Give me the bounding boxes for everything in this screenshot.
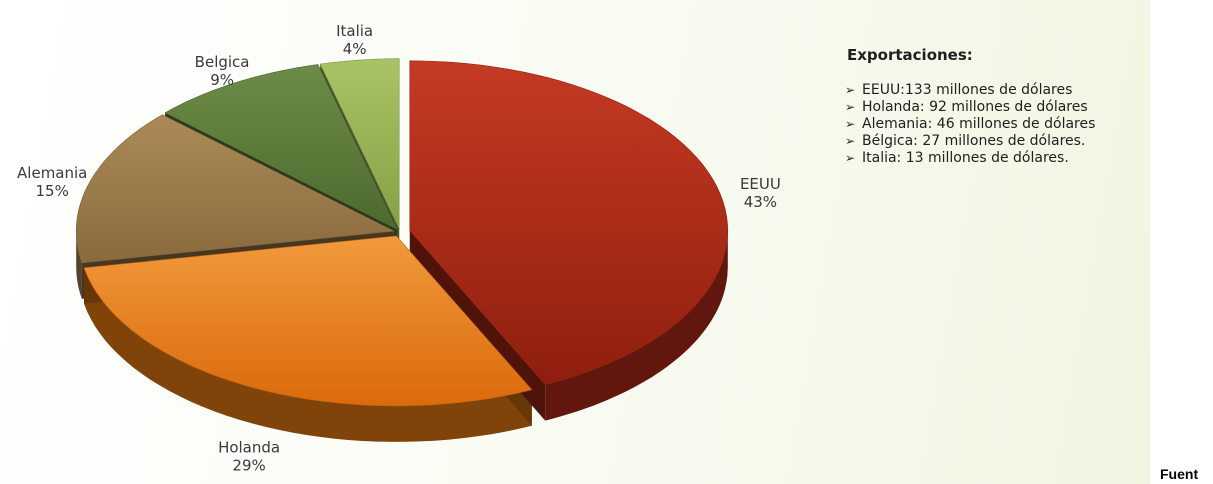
note-text: Italia: 13 millones de dólares. xyxy=(862,150,1069,166)
slice-percent-alemania: 15% xyxy=(36,182,69,200)
slice-italia xyxy=(319,58,400,229)
list-item: ➢ Bélgica: 27 millones de dólares. xyxy=(845,133,1155,150)
notes-list: ➢ EEUU:133 millones de dólares ➢ Holanda: … xyxy=(845,82,1155,167)
note-text: Holanda: 92 millones de dólares xyxy=(862,99,1088,115)
slice-eeuu xyxy=(409,60,729,385)
note-text: Alemania: 46 millones de dólares xyxy=(862,116,1096,132)
arrow-bullet-icon: ➢ xyxy=(845,117,856,131)
slice-side-holanda xyxy=(84,267,532,442)
slice-side-eeuu xyxy=(545,230,728,421)
slide-background: EEUU 43% Holanda 29% Alemania 15% Belgica 9% Ita… xyxy=(0,0,1150,484)
source-label: Fuent xyxy=(1160,466,1199,482)
list-item: ➢ Alemania: 46 millones de dólares xyxy=(845,116,1155,133)
notes-title: Exportaciones: xyxy=(847,46,973,64)
list-item: ➢ EEUU:133 millones de dólares xyxy=(845,82,1155,99)
slice-label-italia: Italia xyxy=(336,22,373,40)
slice-label-belgica: Belgica xyxy=(195,53,250,71)
slice-holanda xyxy=(83,235,533,407)
pie-slices xyxy=(75,58,729,442)
arrow-bullet-icon: ➢ xyxy=(845,134,856,148)
arrow-bullet-icon: ➢ xyxy=(845,151,856,165)
exports-notes: Exportaciones: ➢ EEUU:133 millones de dól… xyxy=(845,46,1155,167)
slice-label-holanda: Holanda xyxy=(218,438,280,456)
slice-percent-italia: 4% xyxy=(343,40,367,58)
slice-label-eeuu: EEUU xyxy=(740,175,781,193)
note-text: Bélgica: 27 millones de dólares. xyxy=(862,133,1086,149)
slice-percent-belgica: 9% xyxy=(210,71,234,89)
arrow-bullet-icon: ➢ xyxy=(845,83,856,97)
list-item: ➢ Holanda: 92 millones de dólares xyxy=(845,99,1155,116)
slice-label-alemania: Alemania xyxy=(17,164,87,182)
note-text: EEUU:133 millones de dólares xyxy=(862,82,1073,98)
arrow-bullet-icon: ➢ xyxy=(845,100,856,114)
slice-percent-eeuu: 43% xyxy=(744,193,777,211)
list-item: ➢ Italia: 13 millones de dólares. xyxy=(845,150,1155,167)
slice-percent-holanda: 29% xyxy=(232,456,265,474)
slice-alemania xyxy=(75,114,396,264)
slice-belgica xyxy=(164,64,398,230)
